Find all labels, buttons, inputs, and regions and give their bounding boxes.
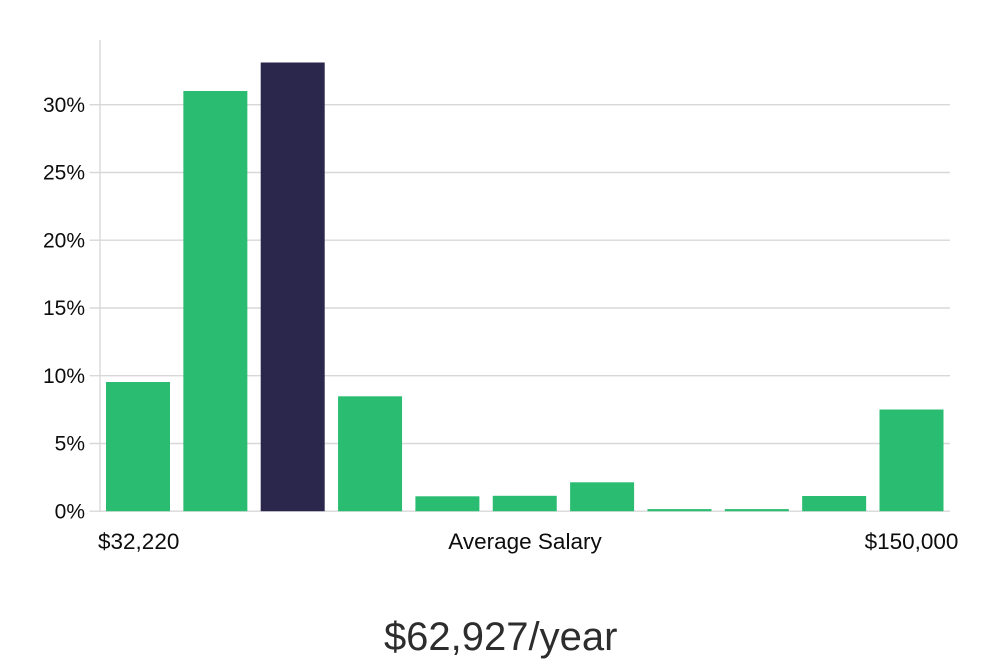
svg-text:5%: 5% xyxy=(55,433,85,456)
svg-text:30%: 30% xyxy=(43,94,85,117)
svg-text:10%: 10% xyxy=(43,365,85,388)
svg-text:0%: 0% xyxy=(55,500,85,523)
svg-text:$150,000: $150,000 xyxy=(865,529,959,554)
svg-text:20%: 20% xyxy=(43,229,85,252)
svg-text:15%: 15% xyxy=(43,297,85,320)
svg-text:Average Salary: Average Salary xyxy=(448,529,602,554)
svg-text:25%: 25% xyxy=(43,162,85,185)
svg-text:$32,220: $32,220 xyxy=(98,529,179,554)
svg-text:$62,927/year: $62,927/year xyxy=(384,615,618,659)
